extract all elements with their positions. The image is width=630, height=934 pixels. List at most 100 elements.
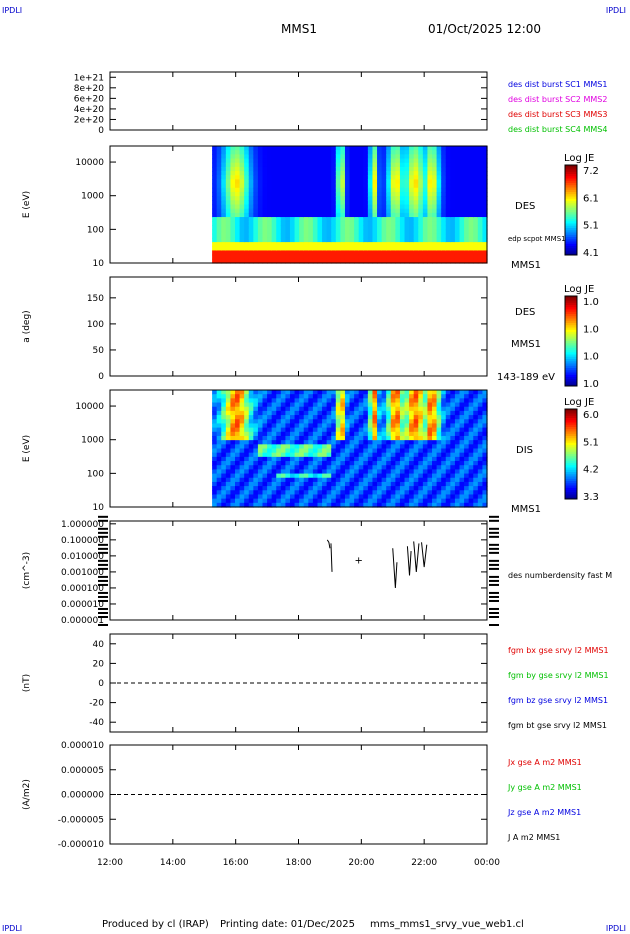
spectrogram-cell <box>221 427 227 433</box>
spectrogram-cell <box>464 183 470 189</box>
spectrogram-cell <box>450 162 456 168</box>
spectrogram-cell <box>399 402 406 408</box>
spectrogram-cell <box>285 212 291 218</box>
spectrogram-cell <box>221 154 227 160</box>
spectrogram-cell <box>473 402 479 408</box>
spectrogram-cell <box>473 225 479 231</box>
spectrogram-cell <box>335 237 341 243</box>
spectrogram-cell <box>285 494 291 500</box>
spectrogram-cell <box>404 191 410 197</box>
spectrogram-cell <box>344 394 351 399</box>
spectrogram-cell <box>418 486 424 491</box>
spectrogram-cell <box>289 217 296 222</box>
spectrogram-cell <box>280 406 287 412</box>
spectrogram-cell <box>212 175 218 181</box>
spectrogram-cell <box>367 217 374 222</box>
spectrogram-cell <box>230 390 236 395</box>
spectrogram-cell <box>257 431 264 437</box>
spectrogram-cell <box>422 498 429 504</box>
spectrogram-cell <box>450 419 456 425</box>
spectrogram-cell <box>409 398 415 404</box>
spectrogram-cell <box>248 415 254 420</box>
spectrogram-cell <box>216 246 222 252</box>
spectrogram-cell <box>212 398 218 404</box>
spectrogram-cell <box>445 187 451 193</box>
spectrogram-cell <box>244 225 250 231</box>
spectrogram-cell <box>317 191 323 197</box>
spectrogram-cell <box>477 410 484 416</box>
spectrogram-cell <box>312 469 319 475</box>
spectrogram-cell <box>267 444 273 450</box>
spectrogram-cell <box>445 233 451 239</box>
spectrogram-cell <box>322 494 328 500</box>
spectrogram-cell <box>399 150 406 155</box>
spectrogram-cell <box>413 398 419 404</box>
spectrogram-cell <box>409 402 415 408</box>
y-axis-label: (A/m2) <box>22 779 32 810</box>
spectrogram-cell <box>386 461 392 466</box>
spectrogram-cell <box>235 246 241 252</box>
spectrogram-cell <box>294 166 300 172</box>
spectrogram-cell <box>404 419 410 425</box>
spectrogram-cell <box>253 191 259 197</box>
spectrogram-cell <box>395 250 401 256</box>
spectrogram-cell <box>386 166 392 172</box>
spectrogram-cell <box>216 208 222 214</box>
spectrogram-cell <box>381 154 387 160</box>
spectrogram-cell <box>413 494 419 500</box>
spectrogram-cell <box>399 225 406 231</box>
spectrogram-cell <box>212 494 218 500</box>
spectrogram-cell <box>262 490 268 496</box>
colorbar-segment <box>565 225 577 229</box>
spectrogram-cell <box>212 406 218 412</box>
spectrogram-cell <box>267 498 273 504</box>
spectrogram-cell <box>322 473 328 479</box>
spectrogram-cell <box>344 242 351 247</box>
spectrogram-cell <box>464 440 470 445</box>
spectrogram-cell <box>235 498 241 504</box>
spectrogram-cell <box>244 217 250 222</box>
spectrogram-cell <box>285 229 291 235</box>
spectrogram-cell <box>436 452 442 458</box>
spectrogram-cell <box>289 448 296 454</box>
spectrogram-cell <box>363 473 369 479</box>
spectrogram-cell <box>464 448 470 454</box>
spectrogram-cell <box>230 146 236 151</box>
spectrogram-cell <box>344 212 351 218</box>
spectrogram-cell <box>326 208 332 214</box>
spectrogram-cell <box>216 254 222 260</box>
spectrogram-cell <box>267 146 273 151</box>
spectrogram-cell <box>395 477 401 483</box>
spectrogram-cell <box>331 146 337 151</box>
spectrogram-cell <box>436 179 442 185</box>
spectrogram-cell <box>322 448 328 454</box>
spectrogram-cell <box>349 456 355 462</box>
spectrogram-cell <box>317 233 323 239</box>
spectrogram-cell <box>235 154 241 160</box>
spectrogram-cell <box>294 502 300 508</box>
spectrogram-cell <box>349 254 355 260</box>
spectrogram-cell <box>363 444 369 450</box>
spectrogram-cell <box>335 486 341 491</box>
spectrogram-cell <box>235 221 241 226</box>
spectrogram-cell <box>441 431 447 437</box>
spectrogram-cell <box>464 254 470 260</box>
spectrogram-cell <box>221 398 227 404</box>
spectrogram-cell <box>404 196 410 201</box>
spectrogram-cell <box>404 394 410 399</box>
spectrogram-cell <box>432 465 438 470</box>
spectrogram-cell <box>280 423 287 429</box>
spectrogram-cell <box>422 183 429 189</box>
spectrogram-cell <box>404 179 410 185</box>
spectrogram-cell <box>289 187 296 193</box>
spectrogram-cell <box>358 212 364 218</box>
spectrogram-cell <box>477 208 484 214</box>
spectrogram-cell <box>303 150 309 155</box>
spectrogram-cell <box>381 191 387 197</box>
spectrogram-cell <box>372 187 378 193</box>
spectrogram-cell <box>221 406 227 412</box>
spectrogram-cell <box>303 431 309 437</box>
colorbar-segment <box>565 334 577 337</box>
spectrogram-cell <box>372 221 378 226</box>
spectrogram-cell <box>354 175 360 181</box>
